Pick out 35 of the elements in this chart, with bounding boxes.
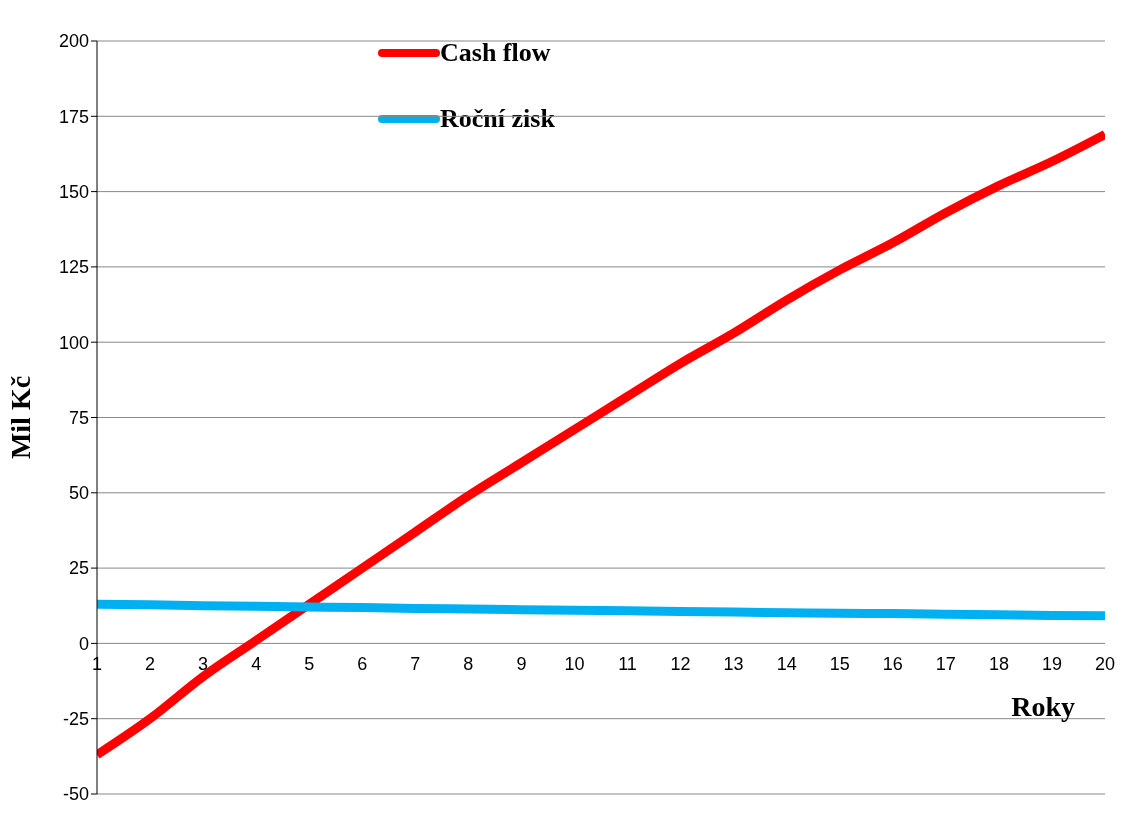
x-axis-title: Roky [1011, 691, 1075, 723]
x-tick-label: 15 [829, 654, 850, 675]
y-tick-label: 200 [58, 31, 89, 52]
y-axis-title: Mil Kč [4, 375, 36, 460]
x-tick-label: 18 [988, 654, 1009, 675]
y-tick-label: 75 [68, 407, 89, 428]
x-tick-label: 14 [776, 654, 797, 675]
legend-label: Roční zisk [440, 104, 555, 134]
x-tick-label: 12 [670, 654, 691, 675]
x-tick-label: 6 [357, 654, 368, 675]
x-tick-label: 3 [198, 654, 209, 675]
x-tick-label: 13 [723, 654, 744, 675]
y-tick-label: 125 [58, 257, 89, 278]
x-tick-label: 16 [882, 654, 903, 675]
x-tick-label: 17 [935, 654, 956, 675]
y-tick-label: 0 [78, 633, 89, 654]
y-tick-label: -25 [62, 709, 89, 730]
x-tick-label: 10 [564, 654, 585, 675]
y-tick-label: -50 [62, 784, 89, 805]
x-tick-label: 1 [91, 654, 103, 675]
y-tick-label: 50 [68, 483, 89, 504]
y-tick-label: 25 [68, 558, 89, 579]
x-tick-label: 20 [1094, 654, 1116, 675]
x-tick-label: 4 [251, 654, 262, 675]
x-tick-label: 19 [1041, 654, 1062, 675]
y-tick-label: 175 [58, 106, 89, 127]
legend-label: Cash flow [440, 38, 551, 68]
x-tick-label: 7 [410, 654, 421, 675]
y-tick-label: 150 [58, 181, 89, 202]
x-tick-label: 9 [516, 654, 527, 675]
x-tick-label: 2 [145, 654, 156, 675]
x-tick-label: 5 [304, 654, 315, 675]
y-tick-label: 100 [58, 332, 89, 353]
x-tick-label: 8 [463, 654, 474, 675]
x-tick-label: 11 [618, 654, 637, 675]
